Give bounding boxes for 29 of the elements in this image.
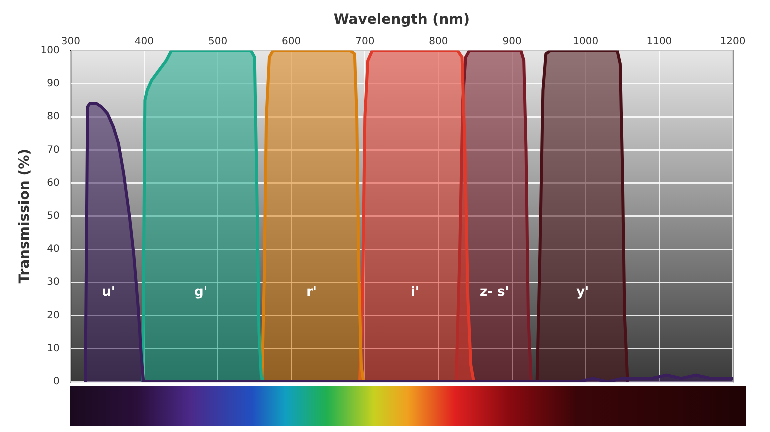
y-tick-label: 80 [47, 112, 60, 123]
y-tick-label: 100 [40, 45, 60, 56]
y-tick-label: 30 [47, 277, 60, 288]
x-tick-label: 500 [208, 36, 228, 48]
series-label: i' [410, 284, 420, 300]
y-tick-label: 90 [47, 78, 60, 90]
y-axis-title: Transmission (%) [17, 148, 34, 284]
series-label: g' [194, 284, 208, 300]
x-tick-label: 1100 [646, 36, 672, 48]
x-tick-label: 700 [356, 36, 375, 48]
series-label: u' [102, 284, 116, 300]
y-tick-label: 0 [54, 376, 60, 388]
series-label: r' [306, 284, 318, 300]
y-tick-label: 20 [47, 310, 60, 322]
y-tick-label: 10 [47, 343, 60, 354]
x-tick-label: 300 [61, 36, 80, 48]
x-tick-label: 400 [134, 36, 154, 48]
y-tick-label: 40 [47, 244, 60, 256]
x-tick-label: 800 [429, 36, 448, 48]
x-tick-label: 900 [502, 36, 522, 48]
y-tick-label: 70 [47, 144, 60, 156]
series-label: y' [576, 284, 590, 300]
x-tick-label: 600 [282, 36, 302, 48]
y-tick-label: 50 [47, 210, 60, 222]
x-axis-title: Wavelength (nm) [334, 12, 470, 28]
x-tick-label: 1000 [573, 36, 599, 48]
x-tick-label: 1200 [720, 36, 746, 48]
y-tick-label: 60 [47, 178, 60, 189]
series-label: z- s' [480, 284, 510, 300]
